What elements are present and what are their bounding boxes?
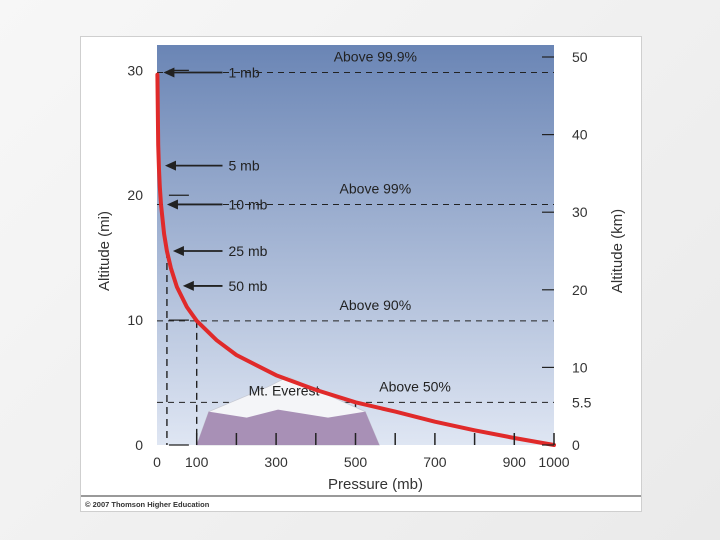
- figure-card: Mt. Everest 0 100 300 500 700 900 1000 Pressure…: [80, 36, 642, 512]
- pressure-annotation-label: 25 mb: [229, 243, 268, 259]
- sky-background: [157, 45, 554, 445]
- axis-ticks: [168, 56, 555, 446]
- x-tick-label: 300: [264, 454, 288, 470]
- x-tick-label: 1000: [538, 454, 569, 470]
- pressure-annotation-label: 1 mb: [229, 65, 260, 81]
- left-tick-label: 10: [127, 312, 143, 328]
- right-tick-label: 20: [572, 282, 588, 298]
- pressure-arrow-head: [164, 160, 176, 171]
- right-extra-tick-label: 5.5: [572, 394, 592, 410]
- percent-level-label: Above 99.9%: [334, 49, 417, 65]
- percent-level-label: Above 99%: [340, 180, 412, 196]
- right-tick-label: 0: [572, 437, 580, 453]
- pressure-arrow-head: [172, 246, 184, 256]
- right-axis-title: Altitude (km): [609, 209, 626, 293]
- pressure-curve: [155, 72, 556, 447]
- right-tick-label: 40: [572, 127, 588, 143]
- left-tick-label: 20: [127, 187, 143, 203]
- percent-level-label: Above 50%: [379, 378, 451, 394]
- pressure-arrow-head: [166, 199, 178, 210]
- x-tick-label: 100: [185, 454, 209, 470]
- mt-everest-label: Mt. Everest: [249, 382, 320, 398]
- pressure-annotation-label: 50 mb: [229, 278, 268, 294]
- mountain-rock: [196, 409, 380, 445]
- x-axis-title: Pressure (mb): [328, 476, 423, 493]
- x-tick-label: 0: [153, 454, 161, 470]
- pressure-annotation-label: 5 mb: [229, 158, 260, 174]
- pressure-annotation-label: 10 mb: [229, 196, 268, 212]
- pressure-arrow-head: [163, 67, 175, 78]
- annotations: Above 99.9% Above 99% Above 90% Above 50% 1 …: [163, 49, 451, 394]
- x-tick-label: 500: [344, 454, 368, 470]
- right-tick-label: 30: [572, 204, 588, 220]
- x-tick-label: 700: [423, 454, 447, 470]
- x-tick-label: 900: [503, 454, 527, 470]
- left-tick-label: 30: [127, 62, 143, 78]
- pressure-altitude-chart: Mt. Everest 0 100 300 500 700 900 1000Pressure…: [81, 45, 641, 509]
- pressure-curve-line: [155, 72, 556, 447]
- right-tick-label: 10: [572, 359, 588, 375]
- copyright-text: © 2007 Thomson Higher Education: [85, 500, 210, 509]
- left-tick-label: 0: [135, 437, 143, 453]
- left-axis-title: Altitude (mi): [96, 211, 113, 291]
- right-tick-label: 50: [572, 49, 588, 65]
- pressure-arrow-head: [182, 280, 194, 291]
- percent-level-label: Above 90%: [340, 297, 412, 313]
